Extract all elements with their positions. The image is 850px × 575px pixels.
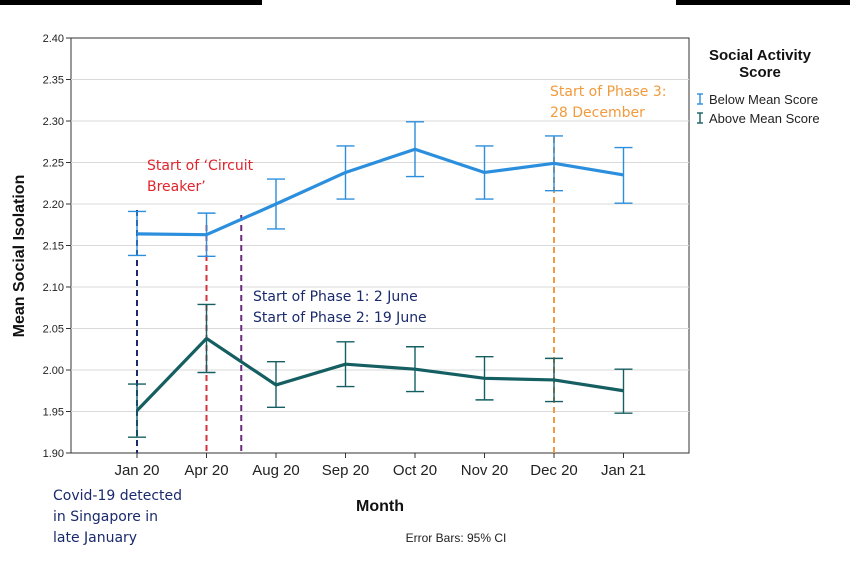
- y-tick-label: 2.20: [43, 199, 64, 211]
- x-tick-label: Sep 20: [322, 462, 370, 479]
- annotation-line: in Singapore in: [53, 509, 158, 525]
- error-bar: [197, 212, 216, 257]
- series-line: [135, 336, 624, 412]
- y-tick-label: 2.15: [43, 241, 64, 253]
- legend-label: Above Mean Score: [709, 111, 820, 126]
- series-1: [128, 121, 633, 257]
- x-tick-label: Jan 20: [114, 462, 159, 479]
- y-axis-ticks: 1.90 1.95 2.00 2.05 2.10 2.15 2.20 2.25 2.30 2.35…: [43, 33, 71, 460]
- annotation-3: Start of Phase 3: 28 December: [550, 84, 666, 121]
- y-axis-title: Mean Social Isolation: [11, 175, 28, 338]
- x-tick-label: Dec 20: [530, 462, 578, 479]
- series-group: [128, 121, 633, 438]
- annotation-1: Start of ‘Circuit Breaker’: [147, 158, 254, 195]
- error-bar: [267, 361, 285, 409]
- legend-entry: Below Mean Score: [697, 92, 818, 107]
- error-bar: [406, 346, 424, 393]
- annotation-line: Start of Phase 2: 19 June: [253, 310, 427, 326]
- error-bar: [406, 121, 424, 178]
- error-bar: [197, 303, 216, 374]
- error-bar: [336, 341, 355, 388]
- y-tick-label: 2.35: [43, 75, 64, 87]
- error-bar: [545, 357, 563, 403]
- top-border-left: [0, 0, 262, 5]
- x-tick-label: Aug 20: [252, 462, 300, 479]
- error-bar: [336, 145, 355, 200]
- series-2: [128, 303, 633, 438]
- annotation-line: Breaker’: [147, 179, 206, 195]
- legend-entry: Above Mean Score: [697, 111, 820, 126]
- legend-title-line: Social Activity: [709, 47, 812, 64]
- error-bar: [128, 210, 146, 257]
- error-bar: [475, 145, 494, 200]
- annotation-line: Start of Phase 1: 2 June: [253, 289, 418, 305]
- y-tick-label: 2.10: [43, 282, 64, 294]
- y-tick-label: 2.25: [43, 158, 64, 170]
- y-tick-label: 1.95: [43, 407, 64, 419]
- annotation-line: 28 December: [550, 105, 645, 121]
- annotation-4: Covid-19 detected in Singapore in late Jan…: [53, 488, 182, 546]
- x-tick-label: Jan 21: [601, 462, 646, 479]
- legend: Social Activity Score Below Mean Score Abov…: [697, 47, 820, 126]
- error-bar: [128, 383, 146, 438]
- legend-label: Below Mean Score: [709, 92, 818, 107]
- y-tick-label: 2.00: [43, 365, 64, 377]
- annotation-line: Start of Phase 3:: [550, 84, 666, 100]
- x-tick-label: Apr 20: [184, 462, 228, 479]
- error-bar: [614, 146, 633, 204]
- top-border-right: [676, 0, 850, 5]
- annotations: Start of ‘Circuit Breaker’ Start of Phase …: [53, 84, 666, 546]
- legend-title: Social Activity Score: [709, 47, 812, 81]
- error-bar: [475, 356, 494, 401]
- y-tick-label: 1.90: [43, 448, 64, 460]
- y-tick-label: 2.05: [43, 324, 64, 336]
- annotation-line: Start of ‘Circuit: [147, 158, 254, 174]
- grid-lines: [71, 79, 689, 412]
- footnote: Error Bars: 95% CI: [406, 531, 507, 545]
- error-bar: [545, 135, 563, 192]
- y-tick-label: 2.30: [43, 116, 64, 128]
- x-axis-ticks: Jan 20 Apr 20 Aug 20 Sep 20 Oct 20 Nov 20 Dec …: [114, 453, 646, 479]
- error-bar: [267, 178, 285, 230]
- y-tick-label: 2.40: [43, 33, 64, 45]
- annotation-2: Start of Phase 1: 2 June Start of Phase 2…: [253, 289, 427, 326]
- series-line: [136, 147, 624, 237]
- x-tick-label: Oct 20: [393, 462, 437, 479]
- error-bar: [614, 368, 633, 414]
- legend-title-line: Score: [739, 64, 781, 81]
- annotation-line: Covid-19 detected: [53, 488, 182, 504]
- x-tick-label: Nov 20: [461, 462, 509, 479]
- annotation-line: late January: [53, 530, 137, 546]
- x-axis-title: Month: [356, 498, 404, 515]
